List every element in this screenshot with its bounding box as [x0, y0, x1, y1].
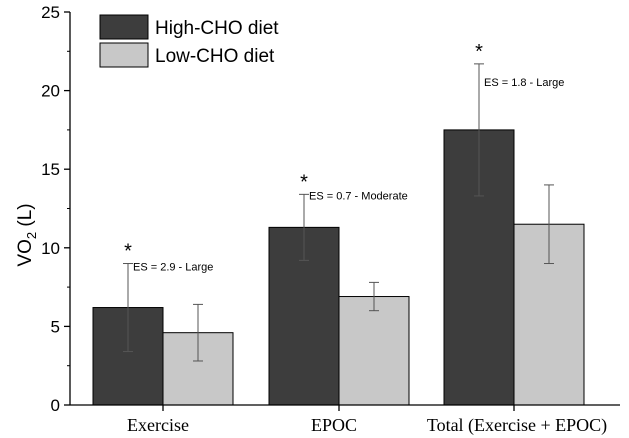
y-tick-label-3: 15: [41, 160, 60, 179]
category-label-2: Total (Exercise + EPOC): [427, 415, 607, 436]
y-axis-label-unit: (L): [15, 203, 36, 232]
legend-label-low-cho: Low-CHO diet: [155, 46, 275, 67]
effect-size-label-2: ES = 1.8 - Large: [484, 77, 564, 89]
legend-swatch-high-cho: [99, 14, 149, 40]
category-label-0: Exercise: [127, 415, 189, 435]
y-tick-label-5: 25: [41, 3, 60, 22]
legend-label-high-cho: High-CHO diet: [155, 18, 279, 39]
significance-star-1: *: [300, 171, 308, 193]
y-axis-label-main: VO: [15, 239, 36, 266]
significance-star-2: *: [475, 41, 483, 63]
category-labels-layer: Exercise EPOC Total (Exercise + EPOC): [127, 415, 607, 436]
error-bars-layer: [123, 63, 554, 362]
legend: High-CHO diet Low-CHO diet: [99, 14, 279, 68]
significance-star-0: *: [124, 241, 132, 263]
effect-size-label-0: ES = 2.9 - Large: [133, 262, 213, 274]
y-tick-label-1: 5: [51, 317, 60, 336]
y-tick-label-4: 20: [41, 82, 60, 101]
y-axis-label-subscript: 2: [24, 232, 39, 239]
y-tick-label-2: 10: [41, 239, 60, 258]
effect-size-label-1: ES = 0.7 - Moderate: [309, 190, 408, 202]
bar-low-cho-1: [338, 296, 410, 406]
y-tick-label-0: 0: [51, 396, 60, 415]
y-axis-label: VO2 (L): [15, 203, 39, 266]
annotations-layer: *ES = 2.9 - Large*ES = 0.7 - Moderate*ES…: [124, 41, 564, 274]
category-label-1: EPOC: [311, 415, 357, 435]
legend-swatch-low-cho: [99, 42, 149, 68]
y-ticks-layer: 0 5 10 15 20 25: [41, 3, 70, 415]
